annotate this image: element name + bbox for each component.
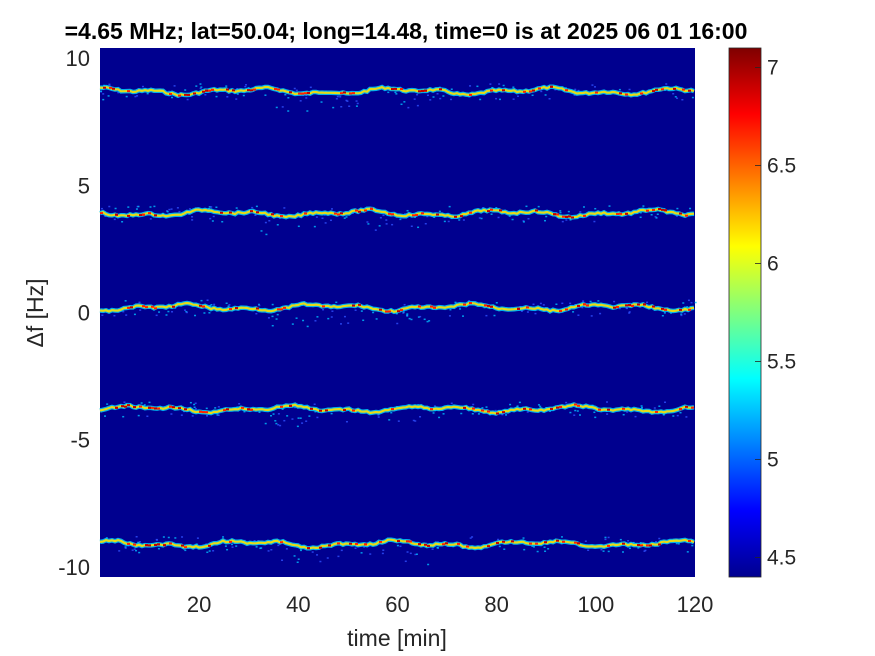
- y-tick-label: -10: [58, 555, 90, 580]
- x-axis: 20 40 60 80 100 120: [187, 592, 713, 617]
- colorbar-gradient: [728, 47, 762, 578]
- colorbar-tick-label: 4.5: [767, 546, 796, 569]
- x-tick-label: 20: [187, 592, 211, 617]
- signal-band: [99, 299, 697, 328]
- signal-band: [99, 205, 695, 236]
- signal-band: [99, 535, 695, 566]
- colorbar-tick-label: 6: [767, 253, 779, 276]
- x-tick-label: 80: [484, 592, 508, 617]
- colorbar: 7 6.5 6 5.5 5 4.5: [728, 47, 796, 578]
- x-tick-label: 40: [286, 592, 310, 617]
- y-tick-label: 5: [78, 173, 90, 198]
- x-tick-label: 60: [385, 592, 409, 617]
- colorbar-ticks: 7 6.5 6 5.5 5 4.5: [755, 57, 796, 569]
- x-axis-label: time [min]: [347, 625, 447, 651]
- y-tick-label: 0: [78, 301, 90, 326]
- x-tick-label: 100: [577, 592, 614, 617]
- chart-title: =4.65 MHz; lat=50.04; long=14.48, time=0…: [65, 18, 748, 44]
- colorbar-tick-label: 5.5: [767, 350, 796, 373]
- signal-bands: [99, 83, 697, 566]
- signal-band: [99, 401, 695, 428]
- y-axis: 10 5 0 -5 -10: [58, 46, 90, 580]
- plot-area: [99, 48, 697, 577]
- colorbar-tick-label: 5: [767, 448, 779, 471]
- y-tick-label: 10: [66, 46, 90, 71]
- signal-band: [99, 83, 695, 112]
- y-tick-label: -5: [70, 428, 90, 453]
- colorbar-tick-label: 7: [767, 57, 779, 80]
- x-tick-label: 120: [677, 592, 714, 617]
- y-axis-label: Δf [Hz]: [22, 278, 48, 347]
- colorbar-tick-label: 6.5: [767, 155, 796, 178]
